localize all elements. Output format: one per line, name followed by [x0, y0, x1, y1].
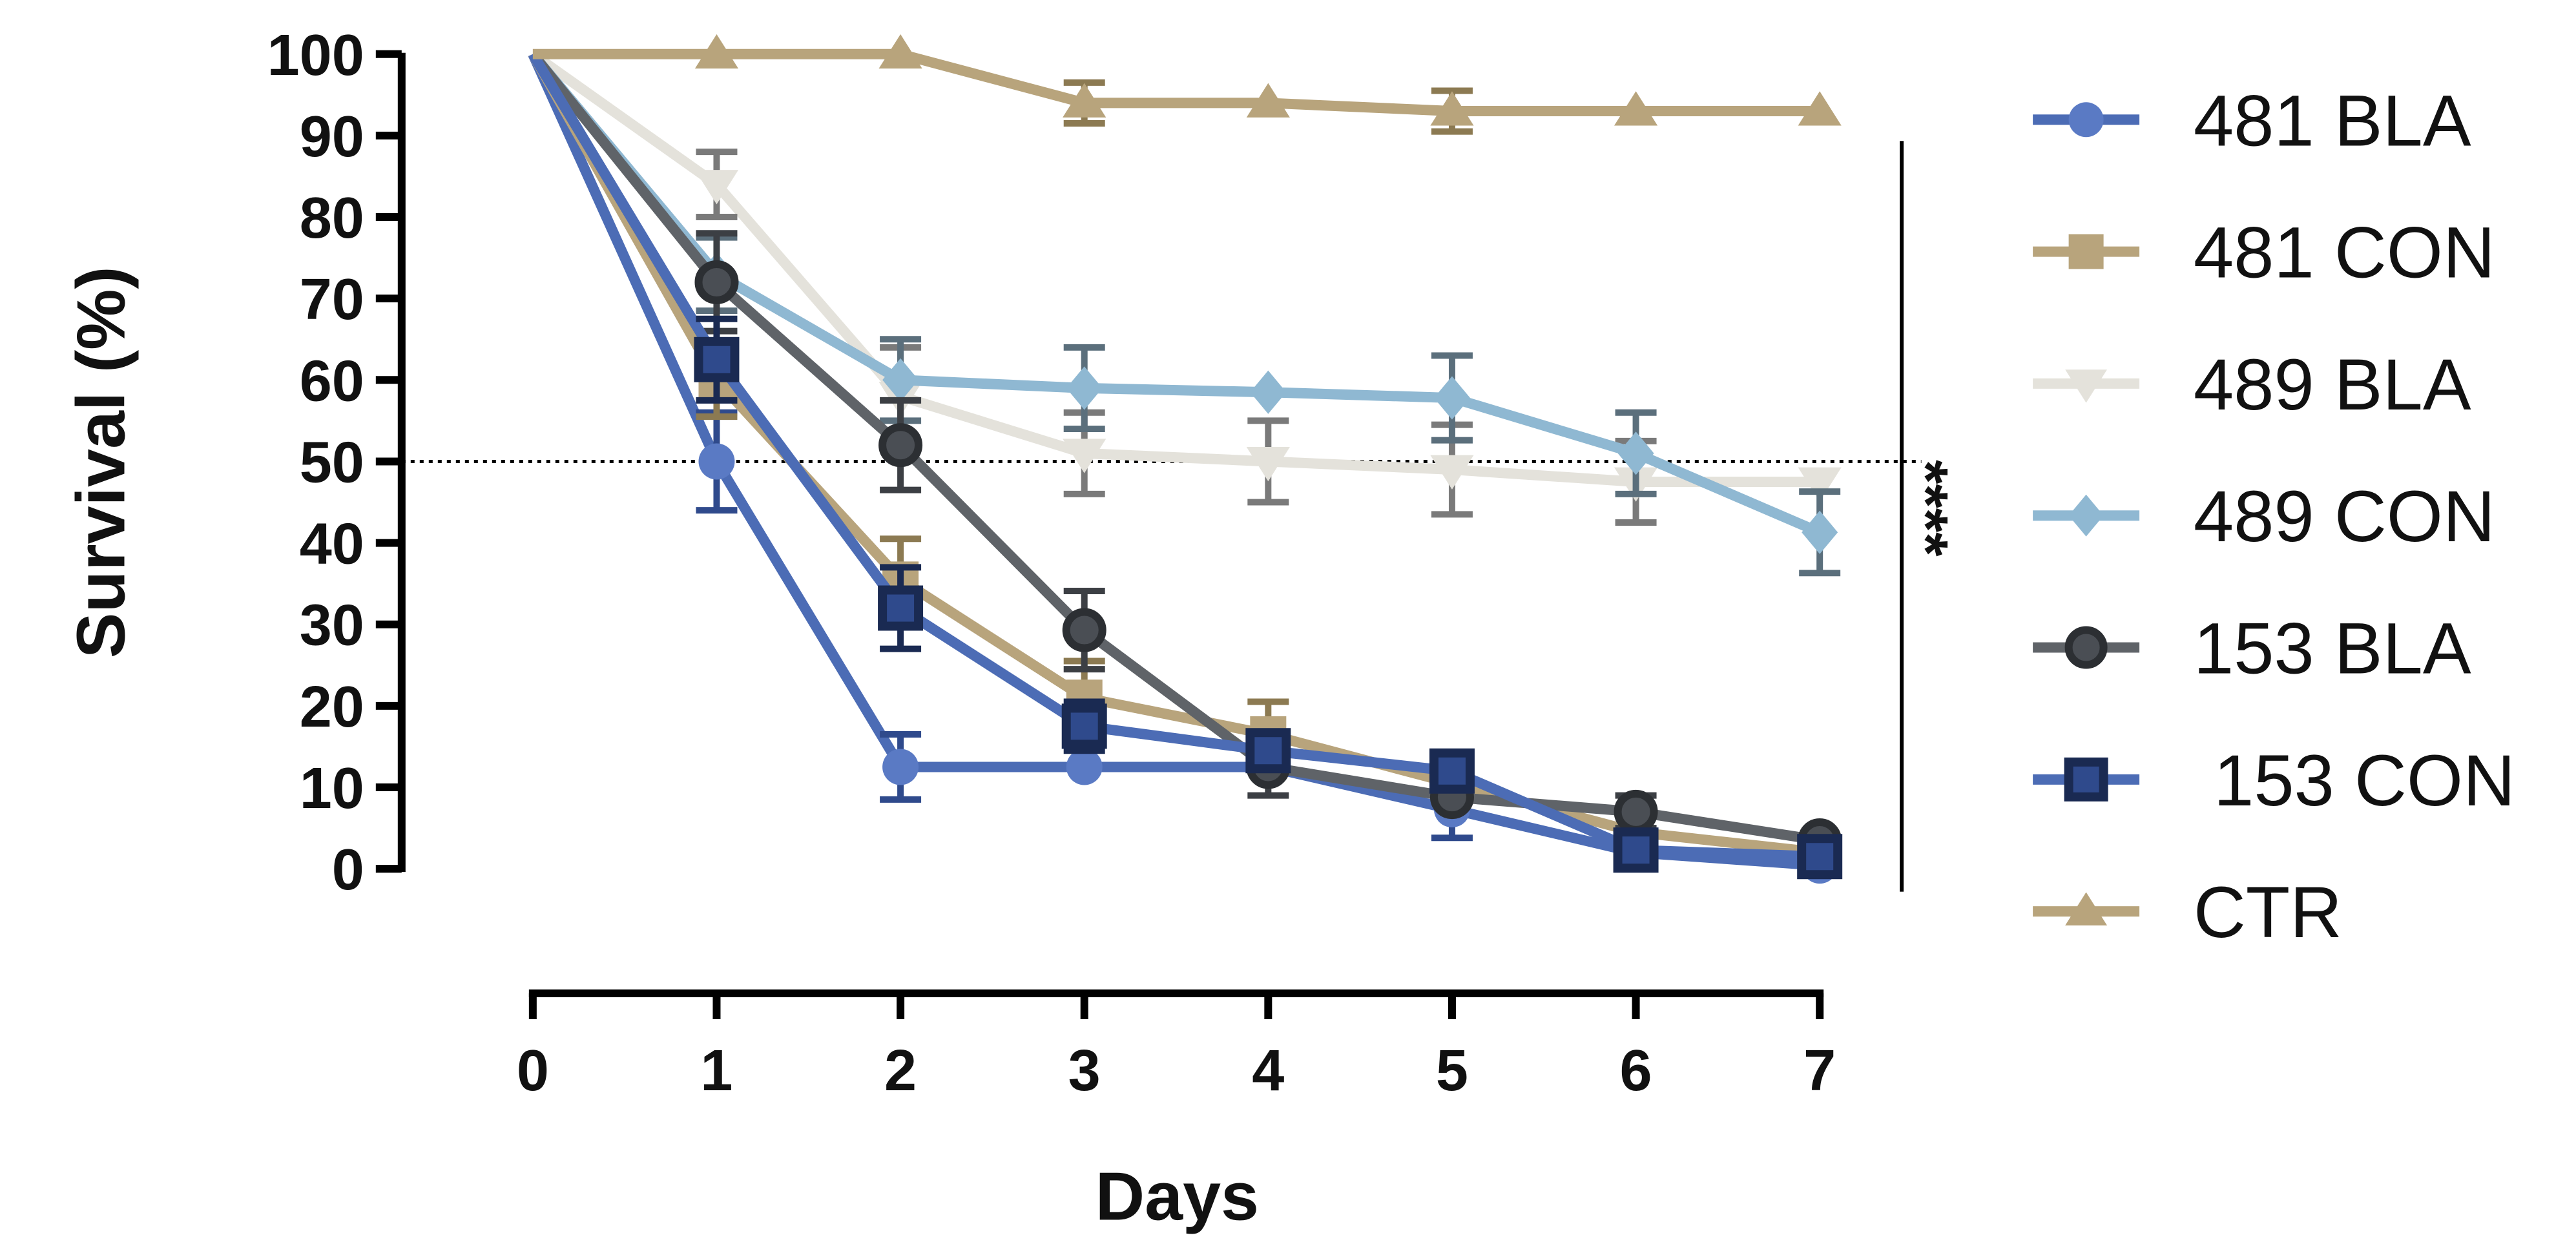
legend-label: 489 BLA — [2194, 344, 2471, 425]
y-tick-label: 30 — [300, 594, 364, 658]
data-point — [1614, 789, 1658, 834]
data-point — [1798, 91, 1842, 126]
series-line — [528, 51, 1821, 858]
y-tick-label: 70 — [300, 267, 364, 332]
axes: 0 10 20 30 40 50 60 70 80 90 100 0 1 2 3 4 5 6 7 — [267, 23, 1836, 1103]
data-point — [694, 170, 739, 205]
data-point — [1797, 834, 1843, 880]
reference-line-layer: **** — [401, 141, 1960, 892]
y-tick-label: 0 — [332, 838, 364, 902]
series-line — [528, 50, 1821, 845]
data-point — [878, 423, 923, 468]
data-point — [1617, 431, 1654, 475]
series-layer — [528, 34, 1843, 884]
legend-entry: 489 CON — [2033, 476, 2495, 557]
legend-entry: 481 BLA — [2033, 80, 2471, 161]
data-point — [1245, 728, 1291, 774]
y-tick-label: 80 — [300, 186, 364, 251]
series-line — [530, 50, 1820, 487]
data-point — [1250, 370, 1287, 414]
y-tick-label: 40 — [300, 512, 364, 577]
data-point — [1430, 455, 1474, 490]
legend-entry: 489 BLA — [2033, 344, 2471, 425]
series-line — [528, 50, 1822, 537]
y-axis-title: Survival (%) — [63, 266, 139, 658]
series-ctr — [532, 34, 1842, 135]
data-point — [1066, 366, 1103, 410]
series-489-con — [528, 50, 1841, 577]
data-point — [1246, 83, 1290, 118]
y-tick-label: 100 — [267, 23, 364, 88]
legend-entry: 153 BLA — [2033, 608, 2471, 689]
data-point — [1063, 83, 1106, 118]
data-point — [1614, 91, 1658, 126]
data-point — [698, 443, 735, 480]
series-line — [528, 51, 1820, 862]
legend-entry: 153 CON — [2033, 740, 2515, 821]
y-tick-label: 50 — [300, 430, 364, 495]
y-tick-label: 60 — [300, 349, 364, 413]
legend-marker — [2064, 757, 2108, 802]
data-point — [878, 34, 922, 69]
legend-marker — [2065, 369, 2108, 403]
data-point — [882, 749, 919, 785]
data-point — [1798, 467, 1842, 502]
data-point — [694, 260, 739, 304]
legend-marker — [2068, 494, 2104, 537]
y-tick-label: 20 — [300, 675, 364, 740]
legend-marker — [2065, 892, 2108, 926]
data-point — [878, 585, 924, 631]
legend-entry: 481 CON — [2033, 212, 2495, 293]
legend-label: 153 BLA — [2194, 608, 2471, 689]
legend-marker — [2068, 234, 2104, 269]
data-point — [694, 337, 740, 382]
x-tick-label: 4 — [1252, 1039, 1284, 1103]
data-point — [882, 358, 919, 402]
x-axis-title: Days — [1096, 1158, 1259, 1234]
data-point — [1246, 447, 1290, 482]
legend-marker — [2068, 102, 2104, 138]
data-point — [1802, 510, 1838, 554]
data-point — [1066, 749, 1103, 785]
x-tick-label: 2 — [884, 1039, 917, 1103]
data-point — [1062, 608, 1106, 652]
legend-label: 481 BLA — [2194, 80, 2471, 161]
series-line — [528, 52, 1820, 871]
x-tick-label: 1 — [700, 1039, 732, 1103]
x-tick-label: 0 — [517, 1039, 549, 1103]
x-tick-label: 3 — [1068, 1039, 1101, 1103]
data-point — [1433, 376, 1470, 420]
legend-label: 489 CON — [2194, 476, 2495, 557]
data-point — [1061, 703, 1107, 749]
x-tick-label: 7 — [1803, 1039, 1836, 1103]
y-tick-label: 10 — [300, 756, 364, 821]
legend-marker — [2064, 626, 2108, 669]
legend-label: 153 CON — [2194, 740, 2515, 821]
data-point — [694, 34, 739, 69]
legend-label: 481 CON — [2194, 212, 2495, 293]
legend: 481 BLA 481 CON 489 BLA 489 CON 153 BLA 153 … — [2033, 80, 2515, 953]
data-point — [1613, 827, 1659, 873]
x-tick-label: 5 — [1436, 1039, 1468, 1103]
series-line — [532, 48, 1820, 117]
legend-entry: CTR — [2033, 872, 2342, 953]
data-point — [1429, 748, 1475, 794]
x-tick-label: 6 — [1620, 1039, 1652, 1103]
data-point — [1063, 439, 1106, 473]
series-153-con — [528, 51, 1843, 880]
y-tick-label: 90 — [300, 105, 364, 169]
legend-label: CTR — [2194, 872, 2342, 953]
significance-label: **** — [1891, 460, 1960, 557]
data-point — [1430, 91, 1474, 126]
